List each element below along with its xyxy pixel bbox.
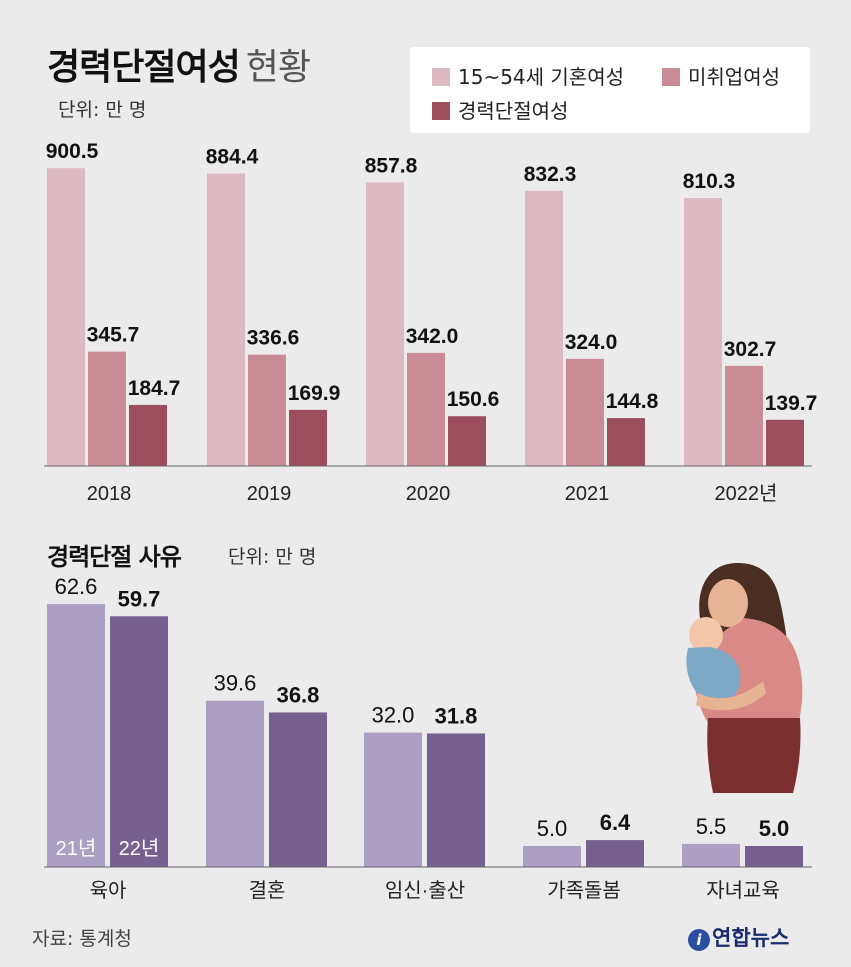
value-label-2020-s0: 857.8 bbox=[365, 154, 418, 177]
bar-2021-s2 bbox=[607, 418, 645, 466]
chart-title: 경력단절여성 현황 bbox=[47, 38, 311, 90]
value-label-2020-s2: 150.6 bbox=[447, 388, 500, 411]
bar-2018-s1 bbox=[88, 351, 126, 466]
legend-item-married: 15~54세 기혼여성 bbox=[432, 61, 624, 90]
legend-label-unemployed: 미취업여성 bbox=[688, 65, 780, 89]
logo-text: 연합뉴스 bbox=[712, 926, 790, 950]
bar-2021-s0 bbox=[525, 190, 563, 466]
legend-item-career-break: 경력단절여성 bbox=[432, 95, 568, 124]
bar-육아-s1 bbox=[110, 616, 168, 867]
bar-2022년-s0 bbox=[684, 198, 722, 466]
bar-가족돌봄-s1 bbox=[586, 840, 644, 867]
bar-2022년-s2 bbox=[766, 419, 804, 466]
x-tick-2022년: 2022년 bbox=[715, 482, 778, 505]
value-label-2022년-s1: 302.7 bbox=[724, 338, 777, 361]
value-label-2021-s1: 324.0 bbox=[565, 331, 618, 354]
value-label-자녀교육-s0: 5.5 bbox=[696, 814, 727, 839]
legend-swatch-married bbox=[432, 68, 450, 86]
value-label-임신·출산-s0: 32.0 bbox=[372, 703, 415, 728]
bar-2019-s2 bbox=[289, 409, 327, 466]
bar-육아-s0 bbox=[47, 604, 105, 867]
bar-2019-s0 bbox=[207, 173, 245, 466]
legend-swatch-career-break bbox=[432, 102, 450, 120]
value-label-임신·출산-s1: 31.8 bbox=[435, 703, 478, 728]
value-label-2021-s2: 144.8 bbox=[606, 390, 659, 413]
reasons-title: 경력단절 사유 bbox=[47, 543, 182, 571]
legend-label-married: 15~54세 기혼여성 bbox=[458, 65, 625, 89]
bar-2022년-s1 bbox=[725, 365, 763, 466]
x-tick-2019: 2019 bbox=[247, 483, 292, 505]
legend-label-career-break: 경력단절여성 bbox=[458, 99, 569, 123]
value-label-결혼-s0: 39.6 bbox=[214, 671, 257, 696]
x-tick-2021: 2021 bbox=[565, 483, 610, 505]
bar-2018-s2 bbox=[129, 404, 167, 466]
x-tick-육아: 육아 bbox=[90, 879, 127, 902]
source-label: 자료: 통계청 bbox=[32, 928, 132, 950]
bar-2019-s1 bbox=[248, 354, 286, 466]
bar-임신·출산-s1 bbox=[427, 733, 485, 867]
bar-자녀교육-s1 bbox=[745, 846, 803, 867]
x-tick-자녀교육: 자녀교육 bbox=[706, 879, 780, 902]
mother-baby-illustration bbox=[686, 563, 803, 793]
x-tick-임신·출산: 임신·출산 bbox=[385, 879, 465, 902]
unit-label-reasons: 단위: 만 명 bbox=[228, 546, 317, 568]
value-label-가족돌봄-s1: 6.4 bbox=[600, 810, 631, 835]
value-label-2022년-s0: 810.3 bbox=[683, 170, 736, 193]
value-label-육아-s1: 59.7 bbox=[118, 586, 161, 611]
value-label-2020-s1: 342.0 bbox=[406, 325, 459, 348]
x-tick-가족돌봄: 가족돌봄 bbox=[547, 879, 621, 902]
bar-2020-s0 bbox=[366, 182, 404, 466]
legend-item-unemployed: 미취업여성 bbox=[662, 61, 780, 90]
bar-2020-s2 bbox=[448, 416, 486, 466]
value-label-2019-s0: 884.4 bbox=[206, 146, 259, 169]
value-label-2018-s0: 900.5 bbox=[46, 140, 99, 163]
value-label-결혼-s1: 36.8 bbox=[277, 682, 320, 707]
legend-box: 15~54세 기혼여성 미취업여성 경력단절여성 bbox=[410, 47, 810, 133]
bar-가족돌봄-s0 bbox=[523, 846, 581, 867]
bar-자녀교육-s0 bbox=[682, 843, 740, 867]
bar-2021-s1 bbox=[566, 358, 604, 466]
value-label-2019-s1: 336.6 bbox=[247, 327, 300, 350]
legend-swatch-unemployed bbox=[662, 68, 680, 86]
chart-title-sub: 현황 bbox=[245, 47, 311, 88]
value-label-2018-s2: 184.7 bbox=[128, 377, 181, 400]
value-label-자녀교육-s1: 5.0 bbox=[759, 816, 790, 841]
bar-결혼-s1 bbox=[269, 712, 327, 867]
bar-2018-s0 bbox=[47, 168, 85, 466]
x-tick-2020: 2020 bbox=[406, 483, 451, 505]
chart-title-main: 경력단절여성 bbox=[47, 47, 241, 88]
yonhap-logo: i 연합뉴스 bbox=[688, 922, 789, 952]
status-bar-chart: 900.5 345.7 184.7 2018 884.4 336.6 169.9 2019 85… bbox=[44, 140, 818, 505]
unit-label-top: 단위: 만 명 bbox=[58, 99, 147, 121]
value-label-2021-s0: 832.3 bbox=[524, 163, 577, 186]
bar-2020-s1 bbox=[407, 352, 445, 466]
series-label-22년: 22년 bbox=[119, 837, 160, 860]
bar-결혼-s0 bbox=[206, 700, 264, 867]
value-label-2018-s1: 345.7 bbox=[87, 324, 140, 347]
logo-mark-icon: i bbox=[688, 929, 710, 951]
series-label-21년: 21년 bbox=[56, 837, 97, 860]
x-tick-2018: 2018 bbox=[87, 483, 132, 505]
x-tick-결혼: 결혼 bbox=[249, 879, 286, 902]
value-label-가족돌봄-s0: 5.0 bbox=[537, 816, 568, 841]
value-label-2019-s2: 169.9 bbox=[288, 382, 341, 405]
value-label-육아-s0: 62.6 bbox=[55, 574, 98, 599]
bar-임신·출산-s0 bbox=[364, 732, 422, 867]
value-label-2022년-s2: 139.7 bbox=[765, 392, 818, 415]
